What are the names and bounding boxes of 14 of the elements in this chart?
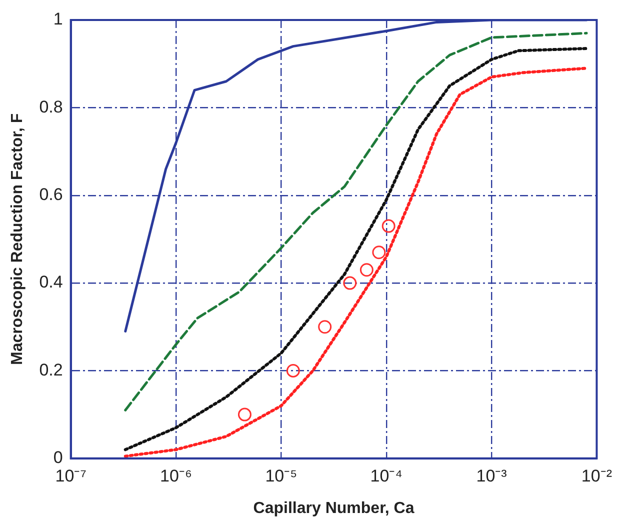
x-tick-label: 10⁻³ <box>476 466 508 486</box>
y-tick-label: 0.4 <box>39 272 63 292</box>
y-tick-label: 1 <box>53 10 63 29</box>
x-tick-label: 10⁻⁶ <box>160 466 192 486</box>
y-tick-label: 0 <box>53 448 63 468</box>
y-tick-label: 0.6 <box>39 185 63 204</box>
y-axis-title: Macroscopic Reduction Factor, F <box>9 113 26 366</box>
x-tick-label: 10⁻⁴ <box>370 466 402 486</box>
y-tick-label: 0.8 <box>39 97 63 116</box>
y-tick-label: 0.2 <box>39 360 63 380</box>
x-tick-label: 10⁻⁵ <box>265 466 298 486</box>
x-axis-title: Capillary Number, Ca <box>253 500 414 517</box>
x-tick-label: 10⁻⁷ <box>55 466 86 486</box>
x-tick-label: 10⁻² <box>581 466 612 486</box>
